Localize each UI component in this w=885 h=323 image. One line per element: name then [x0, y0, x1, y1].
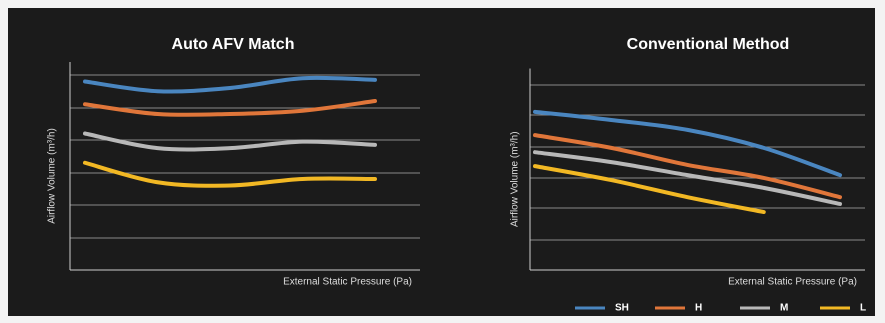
series-line [83, 75, 377, 94]
series-line [83, 99, 377, 117]
x-axis-label: External Static Pressure (Pa) [283, 277, 412, 288]
series-line [83, 131, 377, 152]
series-line [533, 133, 842, 200]
legend-label: L [860, 303, 866, 314]
legend-label: M [780, 303, 788, 314]
legend-label: H [695, 303, 702, 314]
legend-label: SH [615, 303, 629, 314]
series-line [83, 160, 377, 188]
x-axis-label: External Static Pressure (Pa) [728, 277, 857, 288]
series-line [533, 164, 766, 215]
series-line [533, 150, 842, 206]
background [8, 8, 875, 316]
series-line [533, 109, 842, 178]
y-axis-label: Airflow Volume (m³/h) [47, 128, 58, 224]
chart-title: Conventional Method [627, 36, 790, 53]
y-axis-label: Airflow Volume (m³/h) [510, 131, 521, 227]
chart-title: Auto AFV Match [172, 36, 295, 53]
